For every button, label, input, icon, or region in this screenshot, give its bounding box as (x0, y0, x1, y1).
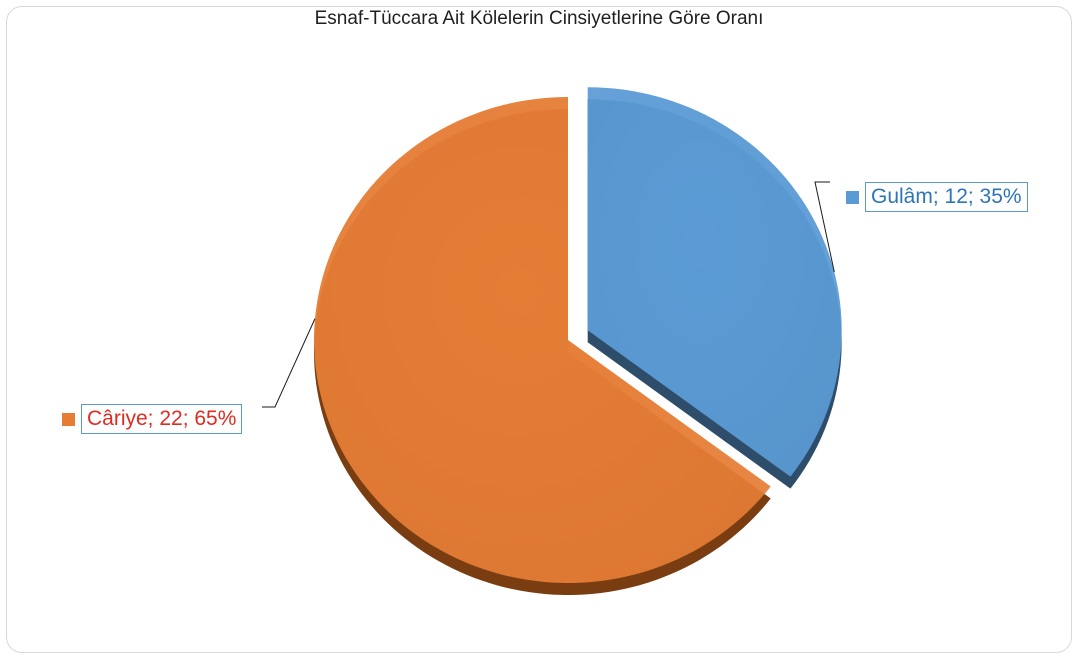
data-label-gulam-text: Gulâm; 12; 35% (865, 182, 1028, 212)
leader-line-1 (262, 318, 316, 408)
pie-slice-câriye (313, 97, 771, 584)
swatch-cariye (62, 412, 75, 426)
pie-slice-gulâm (587, 87, 842, 477)
leader-line-0 (814, 181, 835, 273)
data-label-cariye-text: Câriye; 22; 65% (81, 404, 243, 434)
swatch-gulam (846, 190, 859, 204)
chart-title: Esnaf-Tüccara Ait Kölelerin Cinsiyetleri… (314, 8, 764, 29)
data-label-gulam: Gulâm; 12; 35% (846, 182, 1028, 212)
data-label-cariye: Câriye; 22; 65% (62, 404, 243, 434)
